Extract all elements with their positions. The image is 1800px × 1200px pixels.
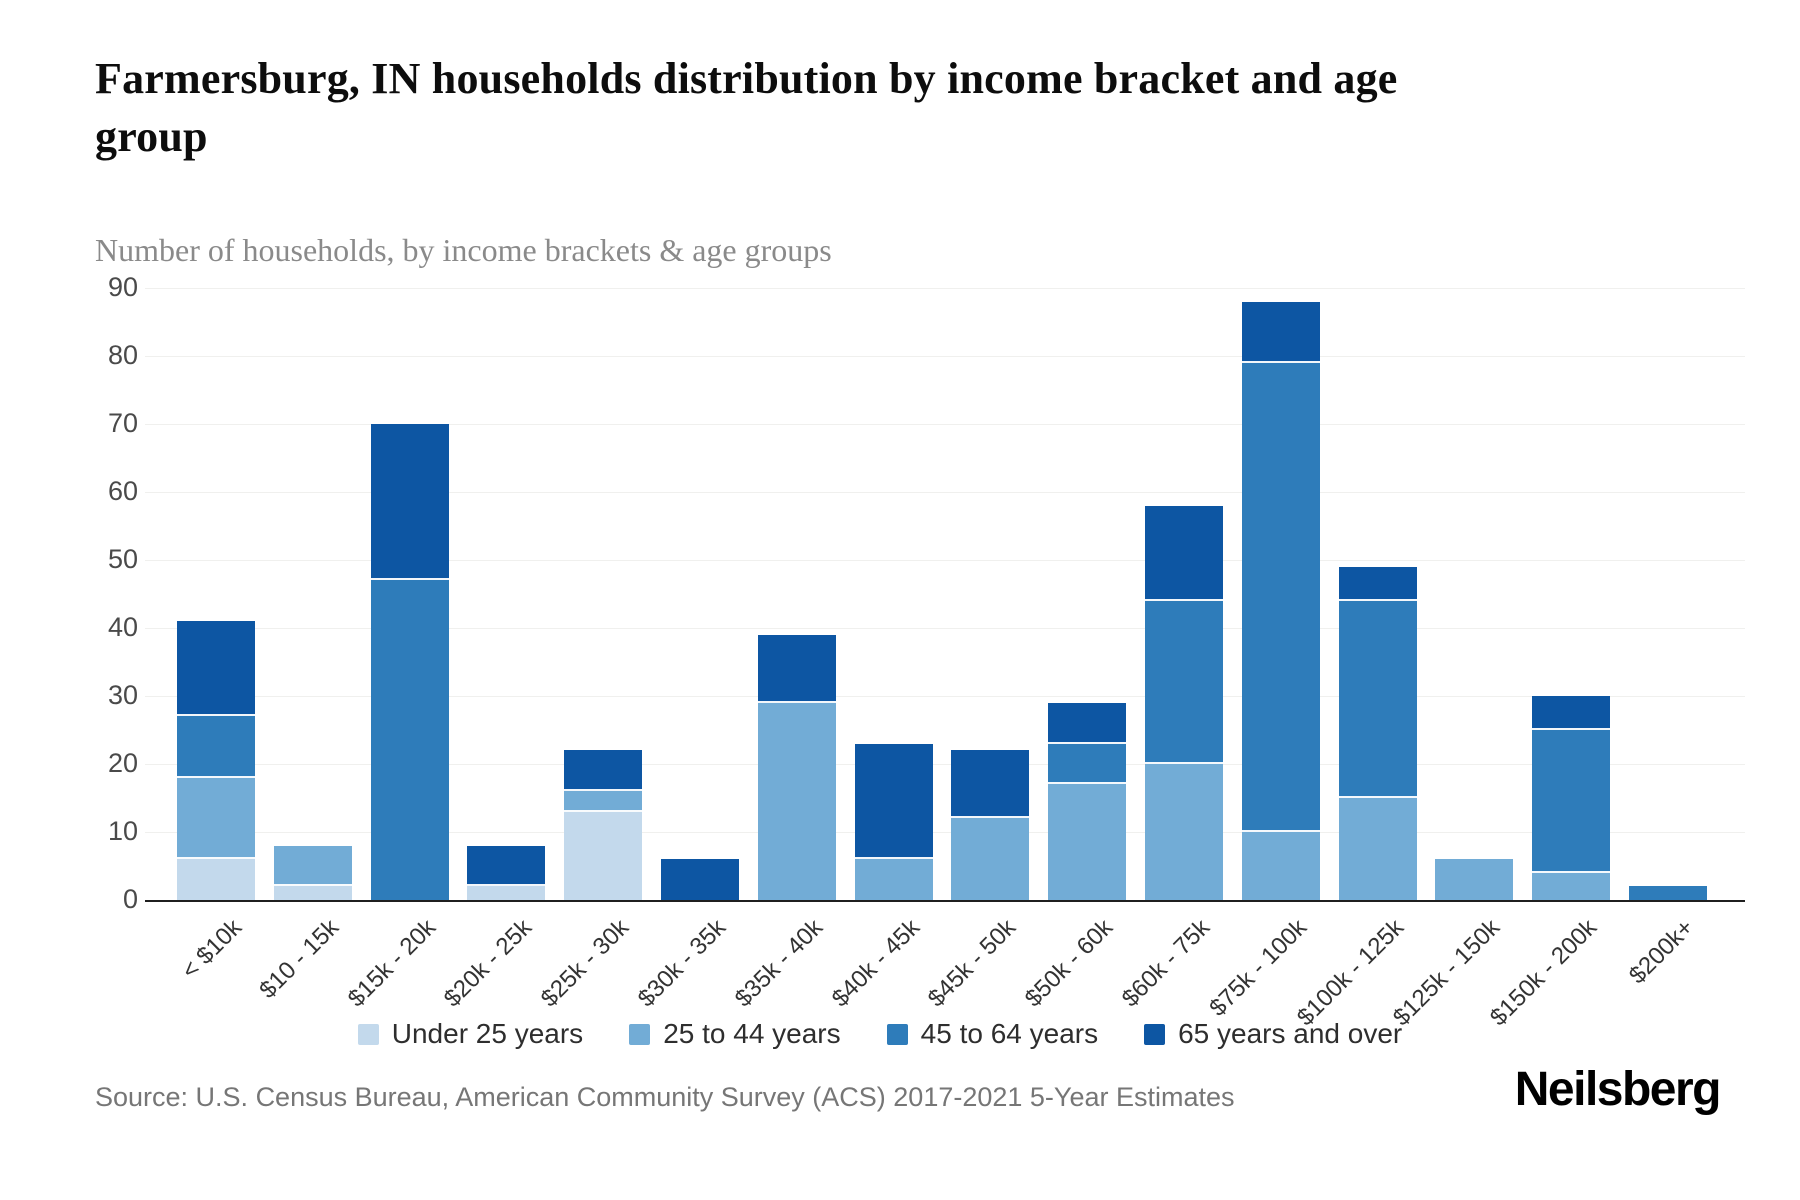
bar-segment[interactable] [177, 859, 255, 900]
bar-segment[interactable] [564, 750, 643, 792]
x-axis-line [145, 900, 1745, 902]
y-axis-tick-label: 90 [107, 272, 138, 302]
bar-segment[interactable] [1145, 600, 1223, 764]
y-gridline [145, 560, 1745, 561]
y-axis-tick-label: 0 [122, 884, 138, 914]
bar-segment[interactable] [951, 750, 1030, 819]
bar-segment[interactable] [1532, 696, 1611, 730]
bar-segment[interactable] [1338, 566, 1417, 601]
bar-segment[interactable] [1532, 872, 1611, 900]
legend-item[interactable]: 25 to 44 years [629, 1018, 841, 1050]
legend-label: Under 25 years [391, 1018, 584, 1049]
bar-segment[interactable] [370, 424, 449, 581]
bar-segment[interactable] [1145, 505, 1223, 601]
bar-segment[interactable] [177, 716, 255, 778]
y-gridline [145, 696, 1745, 697]
bar-segment[interactable] [1338, 798, 1417, 900]
legend-label: 65 years and over [1178, 1018, 1403, 1049]
bar-segment[interactable] [467, 845, 546, 887]
legend-swatch-icon [1144, 1023, 1166, 1045]
y-gridline [145, 492, 1745, 493]
bar-segment[interactable] [467, 886, 546, 900]
legend-item[interactable]: 45 to 64 years [886, 1018, 1099, 1050]
bar-segment[interactable] [1435, 859, 1514, 900]
bar-segment[interactable] [273, 845, 352, 887]
bar-segment[interactable] [854, 743, 933, 860]
bar-segment[interactable] [370, 580, 449, 900]
bar-segment[interactable] [1048, 702, 1127, 744]
y-axis-tick-label: 30 [107, 680, 138, 710]
y-gridline [145, 628, 1745, 629]
bar-segment[interactable] [1241, 832, 1320, 900]
y-axis-tick-label: 40 [107, 612, 138, 642]
legend-swatch-icon [357, 1023, 379, 1045]
source-note: Source: U.S. Census Bureau, American Com… [95, 1082, 1235, 1112]
y-axis-tick-label: 10 [107, 816, 138, 846]
neilsberg-logo: Neilsberg [1514, 1063, 1722, 1116]
bar-segment[interactable] [177, 777, 255, 860]
bar-segment[interactable] [951, 818, 1030, 900]
page-subtitle: Number of households, by income brackets… [95, 232, 832, 268]
bar-segment[interactable] [757, 702, 836, 900]
bar-segment[interactable] [661, 859, 739, 900]
legend-label: 45 to 64 years [920, 1018, 1099, 1049]
y-gridline [145, 832, 1745, 833]
bar-segment[interactable] [1241, 301, 1320, 363]
bar-segment[interactable] [1048, 784, 1127, 900]
y-axis-tick-label: 70 [107, 408, 138, 438]
y-gridline [145, 424, 1745, 425]
bar-segment[interactable] [1532, 730, 1611, 873]
legend-item[interactable]: 65 years and over [1144, 1018, 1402, 1050]
bar-segment[interactable] [757, 634, 836, 703]
legend-item[interactable]: Under 25 years [357, 1018, 584, 1050]
page-title: Farmersburg, IN households distribution … [95, 54, 1398, 162]
bar-segment[interactable] [1629, 886, 1707, 900]
y-axis-tick-label: 60 [107, 476, 138, 506]
legend-swatch-icon [886, 1023, 908, 1045]
bar-segment[interactable] [273, 886, 352, 900]
y-axis-tick-label: 20 [107, 748, 138, 778]
bar-segment[interactable] [177, 621, 255, 717]
y-axis-tick-label: 50 [107, 544, 138, 574]
bar-segment[interactable] [854, 859, 933, 900]
y-axis-tick-label: 80 [107, 340, 138, 370]
bar-segment[interactable] [564, 791, 643, 812]
y-gridline [145, 764, 1745, 765]
legend-label: 25 to 44 years [663, 1018, 841, 1049]
bar-segment[interactable] [1145, 764, 1223, 900]
legend-swatch-icon [629, 1023, 651, 1045]
bar-segment[interactable] [1338, 600, 1417, 798]
bar-segment[interactable] [1048, 743, 1127, 785]
bar-segment[interactable] [564, 811, 643, 900]
y-gridline [145, 356, 1745, 357]
bar-segment[interactable] [1241, 362, 1320, 832]
y-gridline [145, 288, 1745, 289]
chart-legend: Under 25 years 25 to 44 years 45 to 64 yea… [0, 1018, 1760, 1050]
